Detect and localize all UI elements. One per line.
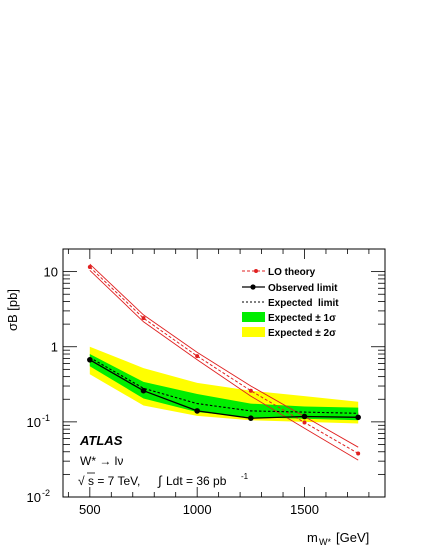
lo-theory-point: [195, 354, 200, 359]
expected-2sigma-band: [89, 346, 359, 424]
integral-sign: ∫: [157, 473, 163, 488]
lumi-text: Ldt = 36 pb: [166, 474, 227, 488]
expected-limit-line: [89, 357, 359, 414]
legend-label-observed-limit: Observed limit: [268, 283, 338, 294]
y-tick-label: 10: [44, 265, 58, 280]
lo-theory-point: [302, 420, 307, 425]
lo-theory-point: [87, 265, 92, 270]
lo-theory-point: [248, 388, 253, 393]
x-axis-label-unit: [GeV]: [336, 530, 369, 545]
energy-lumi-label: √ s = 7 TeV, ∫ Ldt = 36 pb -1: [78, 472, 249, 488]
legend-entry-observed-limit: Observed limit: [242, 283, 338, 294]
observed-limit-point: [194, 408, 200, 414]
y-tick-label-base: 10: [27, 415, 41, 430]
observed-limit-point: [355, 414, 361, 421]
lo-theory-point: [356, 451, 361, 456]
annotations: ATLAS W* → lν √ s = 7 TeV, ∫ Ldt = 36 pb…: [78, 433, 249, 488]
lo-theory-layer: [87, 263, 361, 461]
atlas-label: ATLAS: [79, 433, 123, 448]
y-tick-label-base: 1: [51, 340, 58, 355]
legend-entry-expected-limit: Expected limit: [242, 298, 339, 309]
lo-theory-lower-edge: [89, 269, 359, 461]
process-label: W* → lν: [80, 454, 123, 468]
legend-entry-expected-1sigma: Expected ± 1σ: [242, 312, 336, 324]
legend-label-expected-1sigma: Expected ± 1σ: [268, 313, 336, 324]
x-axis-label-main: m: [307, 530, 318, 545]
y-tick-label-exponent: -2: [42, 488, 50, 498]
lo-theory-upper-edge: [89, 263, 359, 448]
legend-entry-lo-theory: LO theory: [242, 267, 316, 278]
x-tick-label: 1000: [183, 502, 212, 517]
observed-limit-point: [87, 357, 93, 363]
sqrt-sign: √: [78, 474, 85, 488]
x-axis-label-sub: W*: [319, 537, 331, 547]
legend-label-expected-2sigma: Expected ± 2σ: [268, 328, 336, 339]
legend-label-expected-limit: Expected limit: [268, 298, 339, 309]
plot-frame: [62, 248, 386, 498]
observed-limit-line: [89, 359, 359, 419]
y-axis-label: σB [pb]: [5, 289, 20, 331]
lo-theory-line: [89, 266, 359, 454]
lumi-exponent: -1: [241, 472, 249, 481]
x-tick-label: 1500: [290, 502, 319, 517]
observed-limit-point: [301, 413, 308, 420]
energy-text: s = 7 TeV,: [88, 474, 140, 488]
limit-lines-layer: [87, 357, 361, 421]
y-tick-label-exponent: -1: [42, 413, 50, 423]
y-tick-label-base: 10: [44, 265, 58, 280]
y-tick-label: 10 -2: [27, 488, 50, 505]
y-tick-label-base: 10: [27, 490, 41, 505]
y-tick-label: 1: [51, 340, 58, 355]
y-tick-label: 10 -1: [27, 413, 50, 430]
observed-limit-point: [140, 387, 147, 394]
x-axis-label: m W* [GeV]: [307, 530, 369, 547]
observed-limit-point: [248, 415, 254, 421]
x-tick-label: 500: [79, 502, 101, 517]
legend: LO theory Observed limit Expected limit …: [242, 267, 339, 339]
legend-label-lo-theory: LO theory: [268, 267, 316, 278]
legend-entry-expected-2sigma: Expected ± 2σ: [242, 327, 336, 339]
lo-theory-point: [141, 316, 146, 321]
